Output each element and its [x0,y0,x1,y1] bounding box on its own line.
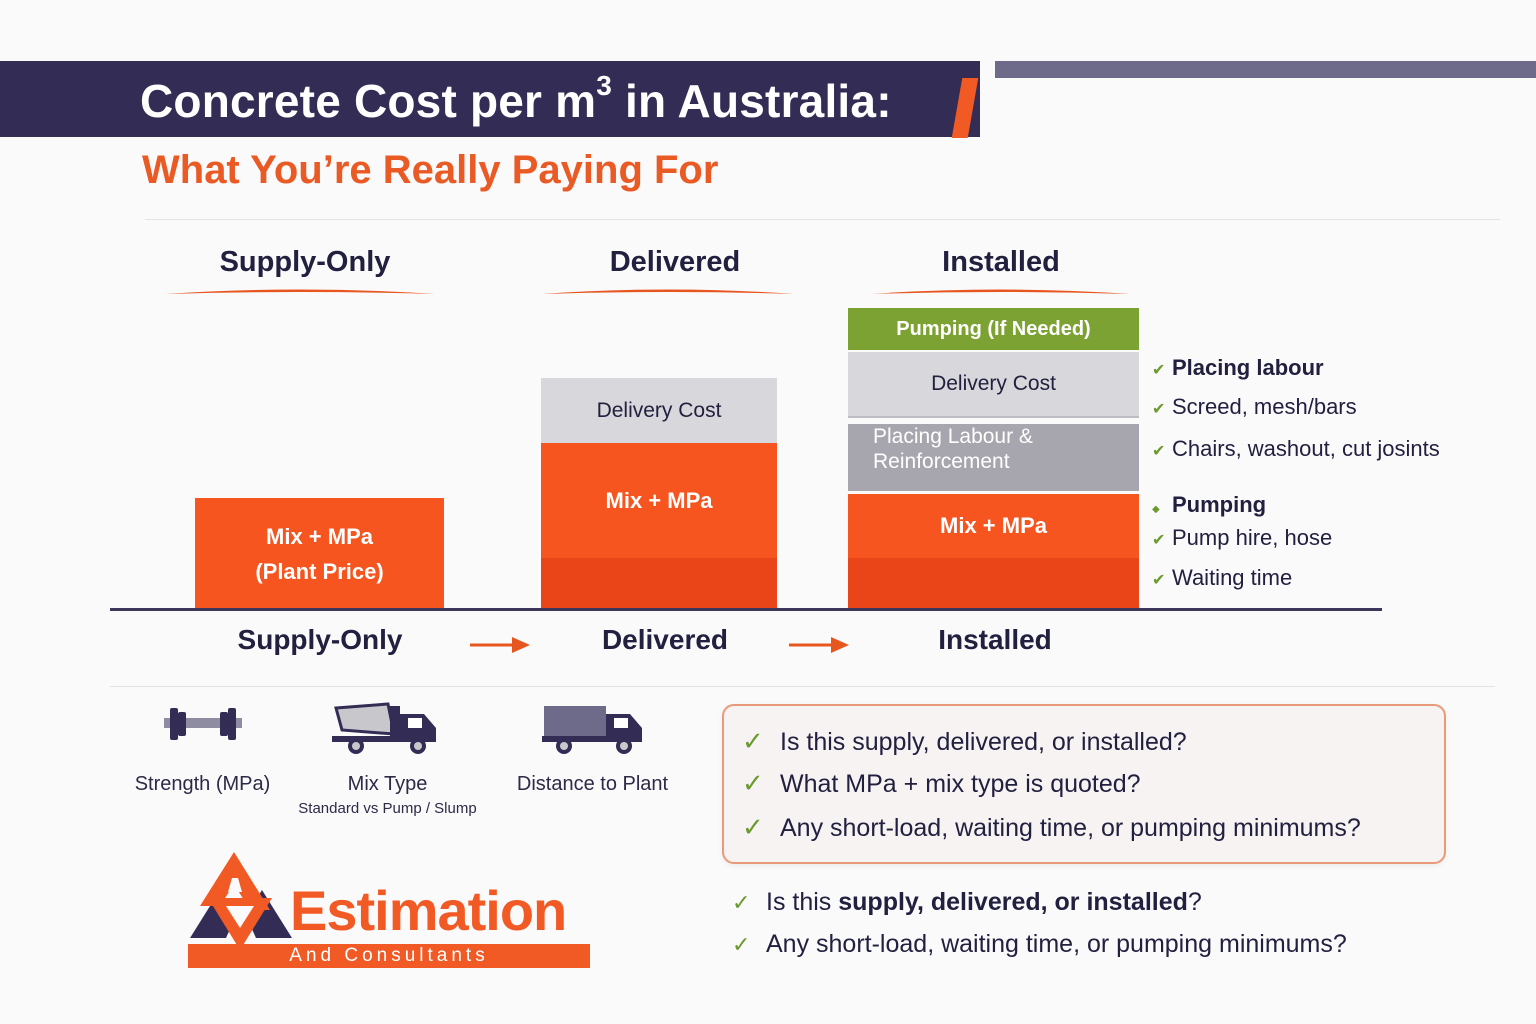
heading-underline-swoosh [542,289,794,294]
checklist-item-text: Is this supply, delivered, or installed? [780,728,1187,756]
page-title: Concrete Cost per m3 in Australia: [140,70,892,127]
bar-delivered-mix-mpa-base [541,558,777,610]
checklist-item: ✓ What MPa + mix type is quoted? [742,768,1141,799]
list-item-text: Chairs, washout, cut josints [1172,436,1440,461]
bar-installed-mix-mpa-base [848,558,1139,610]
dumbbell-icon [163,708,242,740]
logo-wordmark: Estimation [290,879,567,942]
segment-label: Mix + MPa [266,523,373,549]
checklist-item-text: Any short-load, waiting time, or pumping… [780,814,1361,842]
heading-underline-swoosh [165,289,435,294]
middle-divider [110,686,1495,687]
factor-label: Strength (MPa) [134,773,271,795]
segment-label: Mix + MPa [940,513,1047,539]
checklist-item-text-bold: supply, delivered, or installed [838,888,1188,916]
check-icon: ✔ [1152,401,1166,418]
check-icon: ✓ [732,890,751,915]
delivery-truck-icon [541,706,642,754]
check-icon: ✔ [1152,572,1166,589]
checklist-item-text: What MPa + mix type is quoted? [780,770,1141,798]
checklist-item: ✓ Is this supply, delivered, or installed… [742,726,1187,757]
column-heading-delivered: Delivered [609,246,741,278]
arrow-right-icon [789,637,849,653]
list-item: ✔ Waiting time [1152,565,1292,591]
flow-label-supply-only: Supply-Only [237,624,403,655]
checklist-item-text: ? [1187,888,1202,916]
column-heading-supply-only: Supply-Only [219,246,391,278]
logo-tagline: And Consultants [188,944,590,968]
check-icon: ✓ [742,812,764,842]
segment-label: Delivery Cost [596,398,722,422]
logo-triangle-icon [190,852,292,945]
check-icon: ✓ [732,932,751,957]
list-item: ✔ Pump hire, hose [1152,525,1332,551]
segment-label: (Plant Price) [255,559,384,584]
factor-label: Distance to Plant [516,773,669,795]
factor-distance: Distance to Plant [495,700,690,796]
segment-label: Mix + MPa [605,487,713,513]
segment-label: Delivery Cost [931,372,1056,395]
company-logo: Estimation And Consultants [186,850,596,970]
list-item: ✔ Chairs, washout, cut josints [1152,436,1440,462]
list-item-text: Pump hire, hose [1172,525,1333,550]
list-item-text: Waiting time [1172,565,1293,590]
list-item: ✔ Screed, mesh/bars [1152,394,1357,420]
segment-label: Placing Labour & [873,425,1033,448]
questions-checklist-box: ✓ Is this supply, delivered, or installed… [722,704,1446,864]
factor-mix-type: Mix Type Standard vs Pump / Slump [290,700,485,817]
flow-label-delivered: Delivered [601,624,729,655]
check-icon: ✓ [742,768,764,798]
checklist-item: ✓ Any short-load, waiting time, or pumpin… [742,812,1361,843]
bar-installed-pumping: Pumping (If Needed) [848,308,1139,350]
check-icon: ✔ [1152,532,1166,549]
checklist-item: ✓ Is this supply, delivered, or installed… [732,888,1202,917]
check-icon: ✔ [1152,443,1166,460]
flow-label-installed: Installed [938,624,1052,655]
list-item-text: Screed, mesh/bars [1172,394,1357,419]
factor-strength: Strength (MPa) [110,700,295,796]
page-subtitle: What You’re Really Paying For [142,148,719,192]
checklist-item-text: Is this [766,888,839,916]
bar-installed-placing-labour: Placing Labour & Reinforcement [848,424,1139,491]
factor-sublabel: Standard vs Pump / Slump [298,800,477,817]
column-heading-installed: Installed [942,246,1060,278]
top-divider [145,219,1500,220]
bar-installed-mix-mpa: Mix + MPa [848,494,1139,558]
checklist-item-text: Any short-load, waiting time, or pumping… [766,930,1347,958]
bar-delivered-mix-mpa: Mix + MPa [541,443,777,558]
concrete-mixer-truck-icon [331,702,436,754]
check-icon: ✓ [742,726,764,756]
bar-delivered-delivery-cost: Delivery Cost [541,378,777,443]
list-item-text: Pumping [1172,492,1267,517]
bar-installed-delivery-cost: Delivery Cost [848,352,1139,418]
bar-supply-only-mix-mpa: Mix + MPa (Plant Price) [195,498,444,610]
segment-label: Reinforcement [873,450,1010,474]
title-banner-stripe [995,61,1536,78]
list-item-text: Placing labour [1172,355,1324,380]
checklist-item: ✓ Any short-load, waiting time, or pumpin… [732,930,1347,959]
arrow-right-icon [470,637,530,653]
segment-label: Pumping (If Needed) [896,317,1091,340]
list-item: ✔ Placing labour [1152,355,1324,381]
heading-underline-swoosh [870,289,1130,294]
check-icon: ✔ [1152,362,1166,379]
diamond-bullet-icon: ◆ [1152,504,1160,515]
title-banner [0,61,980,137]
list-item: ◆ Pumping [1152,492,1266,518]
factor-label: Mix Type [347,773,428,795]
chart-baseline [110,608,1382,611]
